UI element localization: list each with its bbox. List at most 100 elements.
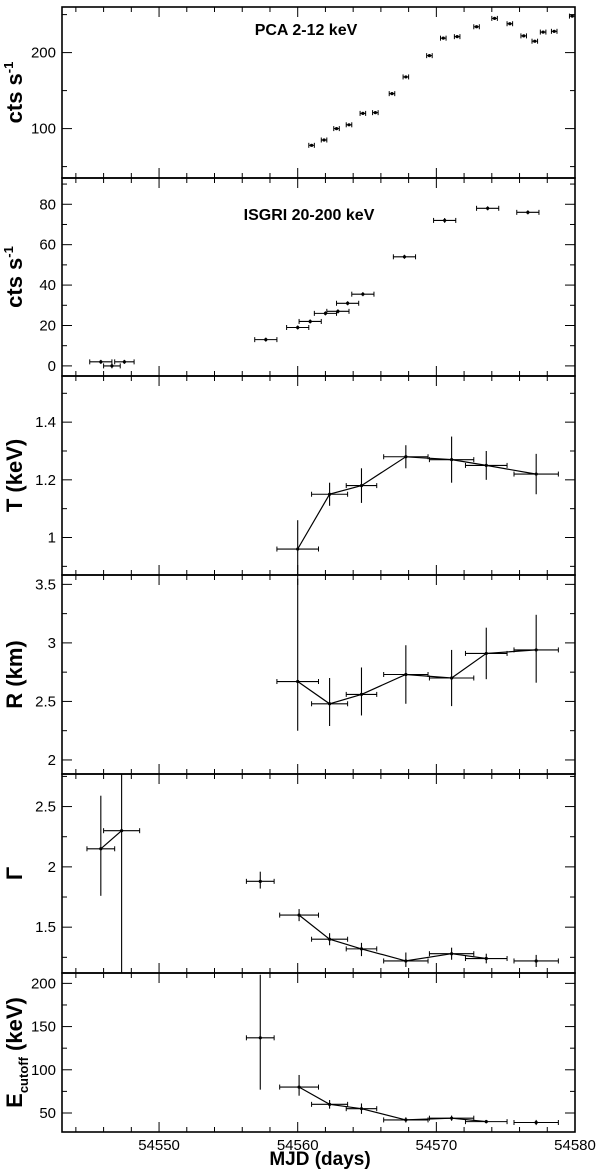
point-marker <box>361 111 365 115</box>
point-marker <box>264 338 268 342</box>
point-marker <box>484 651 488 656</box>
data-point <box>279 1074 319 1096</box>
data-point <box>311 1100 349 1109</box>
x-tick-label: 54570 <box>415 1137 457 1154</box>
y-tick-label: 2 <box>48 859 56 876</box>
point-marker <box>327 492 332 496</box>
point-marker <box>534 1120 538 1125</box>
data-point <box>333 126 340 132</box>
data-point <box>103 363 121 369</box>
data-point <box>245 974 275 1090</box>
data-point <box>359 110 367 116</box>
data-point <box>345 1103 378 1114</box>
x-axis-label: MJD (days) <box>269 1149 370 1170</box>
panel-title: PCA 2-12 keV <box>255 22 358 39</box>
point-marker <box>427 54 432 58</box>
point-marker <box>404 455 408 459</box>
y-tick-label: 20 <box>39 317 56 334</box>
data-point <box>345 667 378 716</box>
panel-4: 2 2.5 3 3.5 R (km) <box>2 574 576 775</box>
data-point <box>516 209 540 215</box>
x-tick-label: 54550 <box>138 1137 180 1154</box>
data-point <box>428 649 475 707</box>
y-tick-label: 50 <box>39 1105 56 1122</box>
point-marker <box>359 1107 364 1111</box>
data-point <box>383 1117 429 1123</box>
panel-title: ISGRI 20-200 keV <box>244 207 375 224</box>
point-marker <box>258 879 262 883</box>
point-marker <box>534 648 538 652</box>
panel-frame <box>61 972 576 1133</box>
point-marker <box>99 360 103 364</box>
point-marker <box>347 123 351 127</box>
series-line <box>100 830 122 850</box>
y-tick-label: 2.5 <box>35 693 56 710</box>
point-marker <box>404 1118 408 1122</box>
point-marker <box>308 319 312 324</box>
data-point <box>320 137 328 143</box>
point-marker <box>122 360 126 364</box>
data-point <box>388 91 396 97</box>
point-marker <box>120 829 124 833</box>
data-point <box>86 795 116 896</box>
point-marker <box>327 1102 332 1106</box>
point-marker <box>309 143 314 147</box>
data-point <box>345 468 378 503</box>
point-marker <box>334 127 339 131</box>
point-marker <box>455 35 459 39</box>
data-point <box>345 122 353 128</box>
y-axis-label: cts s-1 <box>1 246 27 308</box>
data-point <box>311 933 349 946</box>
data-point <box>336 300 360 306</box>
y-tick-label: 2 <box>48 752 56 769</box>
panel-frame <box>61 773 576 974</box>
point-marker <box>450 1116 454 1120</box>
point-marker <box>390 92 394 96</box>
point-marker <box>99 847 103 851</box>
data-point <box>383 645 429 704</box>
data-point <box>428 436 475 483</box>
point-marker <box>402 255 407 259</box>
data-point <box>245 871 275 889</box>
point-marker <box>533 39 537 43</box>
point-marker <box>361 292 365 296</box>
panel-2: 0 20 40 60 80 cts s-1 ISGRI 20-200 keV <box>1 177 576 377</box>
y-axis-label: T (keV) <box>2 439 27 512</box>
data-point <box>89 359 113 365</box>
y-tick-label: 150 <box>31 1019 56 1036</box>
point-marker <box>526 210 530 214</box>
point-marker <box>296 325 300 330</box>
point-marker <box>404 959 408 963</box>
data-point <box>279 909 319 922</box>
data-point <box>464 627 508 680</box>
data-layer <box>308 13 575 148</box>
point-marker <box>450 676 454 680</box>
point-marker <box>534 959 538 963</box>
point-marker <box>492 16 497 20</box>
data-layer <box>276 578 559 731</box>
point-marker <box>373 111 377 115</box>
data-point <box>568 13 575 19</box>
panel-frame <box>61 574 576 775</box>
point-marker <box>474 25 479 29</box>
data-point <box>313 310 338 316</box>
data-point <box>286 325 310 331</box>
series-line <box>297 456 537 550</box>
y-axis-label: Ecutoff (keV) <box>2 997 31 1108</box>
y-axis-label: Γ <box>2 867 27 880</box>
data-point <box>531 38 539 44</box>
data-point <box>345 942 378 957</box>
data-layer <box>89 205 540 369</box>
point-marker <box>296 547 300 551</box>
data-point <box>308 142 315 148</box>
point-marker <box>552 29 556 33</box>
data-layer <box>245 974 559 1126</box>
data-point <box>464 1119 508 1125</box>
data-point <box>464 450 508 480</box>
data-point <box>453 34 461 40</box>
data-point <box>383 445 429 469</box>
point-marker <box>297 1085 301 1089</box>
y-tick-label: 0 <box>48 358 56 375</box>
